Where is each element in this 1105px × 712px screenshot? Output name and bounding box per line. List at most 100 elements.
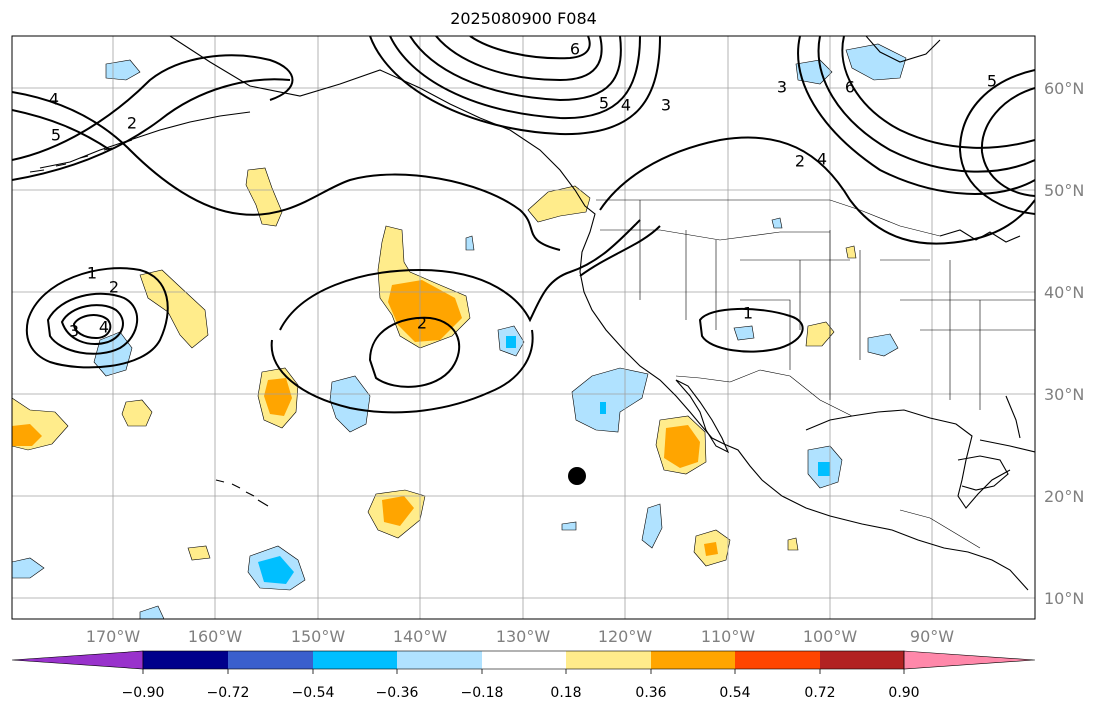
contour-label: 4 [621,96,631,115]
baja-california [675,379,730,454]
contour-label: 5 [599,94,609,113]
positive-anomaly-core [382,496,414,526]
longitude-labels: 170°W 160°W 150°W 140°W 130°W 120°W 110°… [86,627,954,646]
colorbar-segment [482,651,566,669]
hawaii-islands [215,479,269,507]
colorbar-extend-min [11,650,144,670]
negative-anomaly-region [867,333,899,357]
negative-anomaly-region [12,557,45,579]
contour-label: 2 [127,114,137,133]
longitude-label: 110°W [701,627,756,646]
longitude-label: 150°W [291,627,346,646]
contour-label: 3 [69,322,79,341]
alaska-peninsula [39,111,251,169]
contour-line [279,219,641,331]
map-title: 2025080900 F084 [450,9,597,28]
latitude-label: 50°N [1044,181,1084,200]
contour-line [12,91,561,251]
contour-label: 6 [570,40,580,59]
contour-line [72,314,112,340]
colorbar-segment [651,651,735,669]
latitude-label: 10°N [1044,589,1084,608]
negative-anomaly-region [771,217,783,229]
contour-label: 4 [99,318,109,337]
contour-label: 2 [417,314,427,333]
contour-line [368,316,461,388]
contour-label: 4 [817,150,827,169]
contour-line [12,54,294,161]
longitude-label: 100°W [803,627,858,646]
negative-anomaly-region [571,367,649,433]
positive-anomaly-core [664,425,700,468]
colorbar-segment [735,651,820,669]
contour-line [698,308,804,353]
contour-label: 4 [49,90,59,109]
hudson-bay [865,36,941,63]
longitude-label: 140°W [393,627,448,646]
positive-anomaly-region [121,399,153,427]
contour-line [817,36,1035,173]
colorbar-segment [820,651,904,669]
colorbar-tick-label: 0.72 [804,685,835,701]
political-borders [596,199,1035,549]
contour-label: 3 [661,96,671,115]
colorbar-segment [397,651,482,669]
colorbar-segment [566,651,651,669]
latitude-label: 60°N [1044,79,1084,98]
contour-line [958,69,1035,215]
graticule [12,36,1035,619]
negative-anomaly-region [139,605,165,619]
contour-line [409,36,622,102]
contour-label: 2 [795,152,805,171]
negative-anomaly-core [258,556,294,584]
north-america-coast [169,36,1029,591]
longitude-label: 130°W [496,627,551,646]
longitude-label: 170°W [86,627,141,646]
positive-anomaly-region [805,321,835,347]
longitude-label: 160°W [188,627,243,646]
positive-anomaly-region [527,185,591,223]
contour-line [980,87,1035,197]
negative-anomaly-region [561,521,577,531]
contour-line [46,292,139,355]
colorbar-tick-label: −0.18 [461,685,504,701]
latitude-label: 40°N [1044,283,1084,302]
colorbar-segment [228,651,313,669]
contour-label: 1 [87,264,97,283]
mexico-central-border [899,509,981,549]
contour-line [599,136,1035,245]
colorbar-tick-label: 0.36 [635,685,666,701]
florida [1005,395,1021,439]
contour-line [270,329,534,414]
location-marker-dot [568,467,586,485]
negative-anomaly-region [465,235,475,251]
contour-lines [12,36,1035,414]
contour-line [12,109,111,151]
contour-line [25,267,169,369]
negative-anomaly-core [506,336,516,348]
colorbar-tick-label: −0.36 [376,685,419,701]
positive-anomaly-region [845,245,857,259]
anomaly-fills [12,43,907,619]
contour-line [797,36,1035,195]
contour-label: 5 [987,72,997,91]
colorbar-tick-label: −0.72 [207,685,250,701]
us-state-lines [600,200,1035,410]
contour-line [12,78,291,181]
colorbar: −0.90 −0.72 −0.54 −0.36 −0.18 0.18 0.36 … [11,650,1036,701]
positive-anomaly-region [787,537,799,551]
positive-anomaly-core [12,424,42,446]
positive-anomaly-core [388,280,462,342]
latitude-label: 20°N [1044,487,1084,506]
latitude-label: 30°N [1044,385,1084,404]
contour-line [435,36,603,82]
negative-anomaly-region [105,59,141,81]
positive-anomaly-core [264,378,292,416]
us-mexico-border [675,369,853,417]
colorbar-segment [313,651,397,669]
negative-anomaly-core [818,462,830,476]
contour-line [369,36,661,136]
aleutian-islands [29,139,133,173]
cuba [979,439,1035,453]
